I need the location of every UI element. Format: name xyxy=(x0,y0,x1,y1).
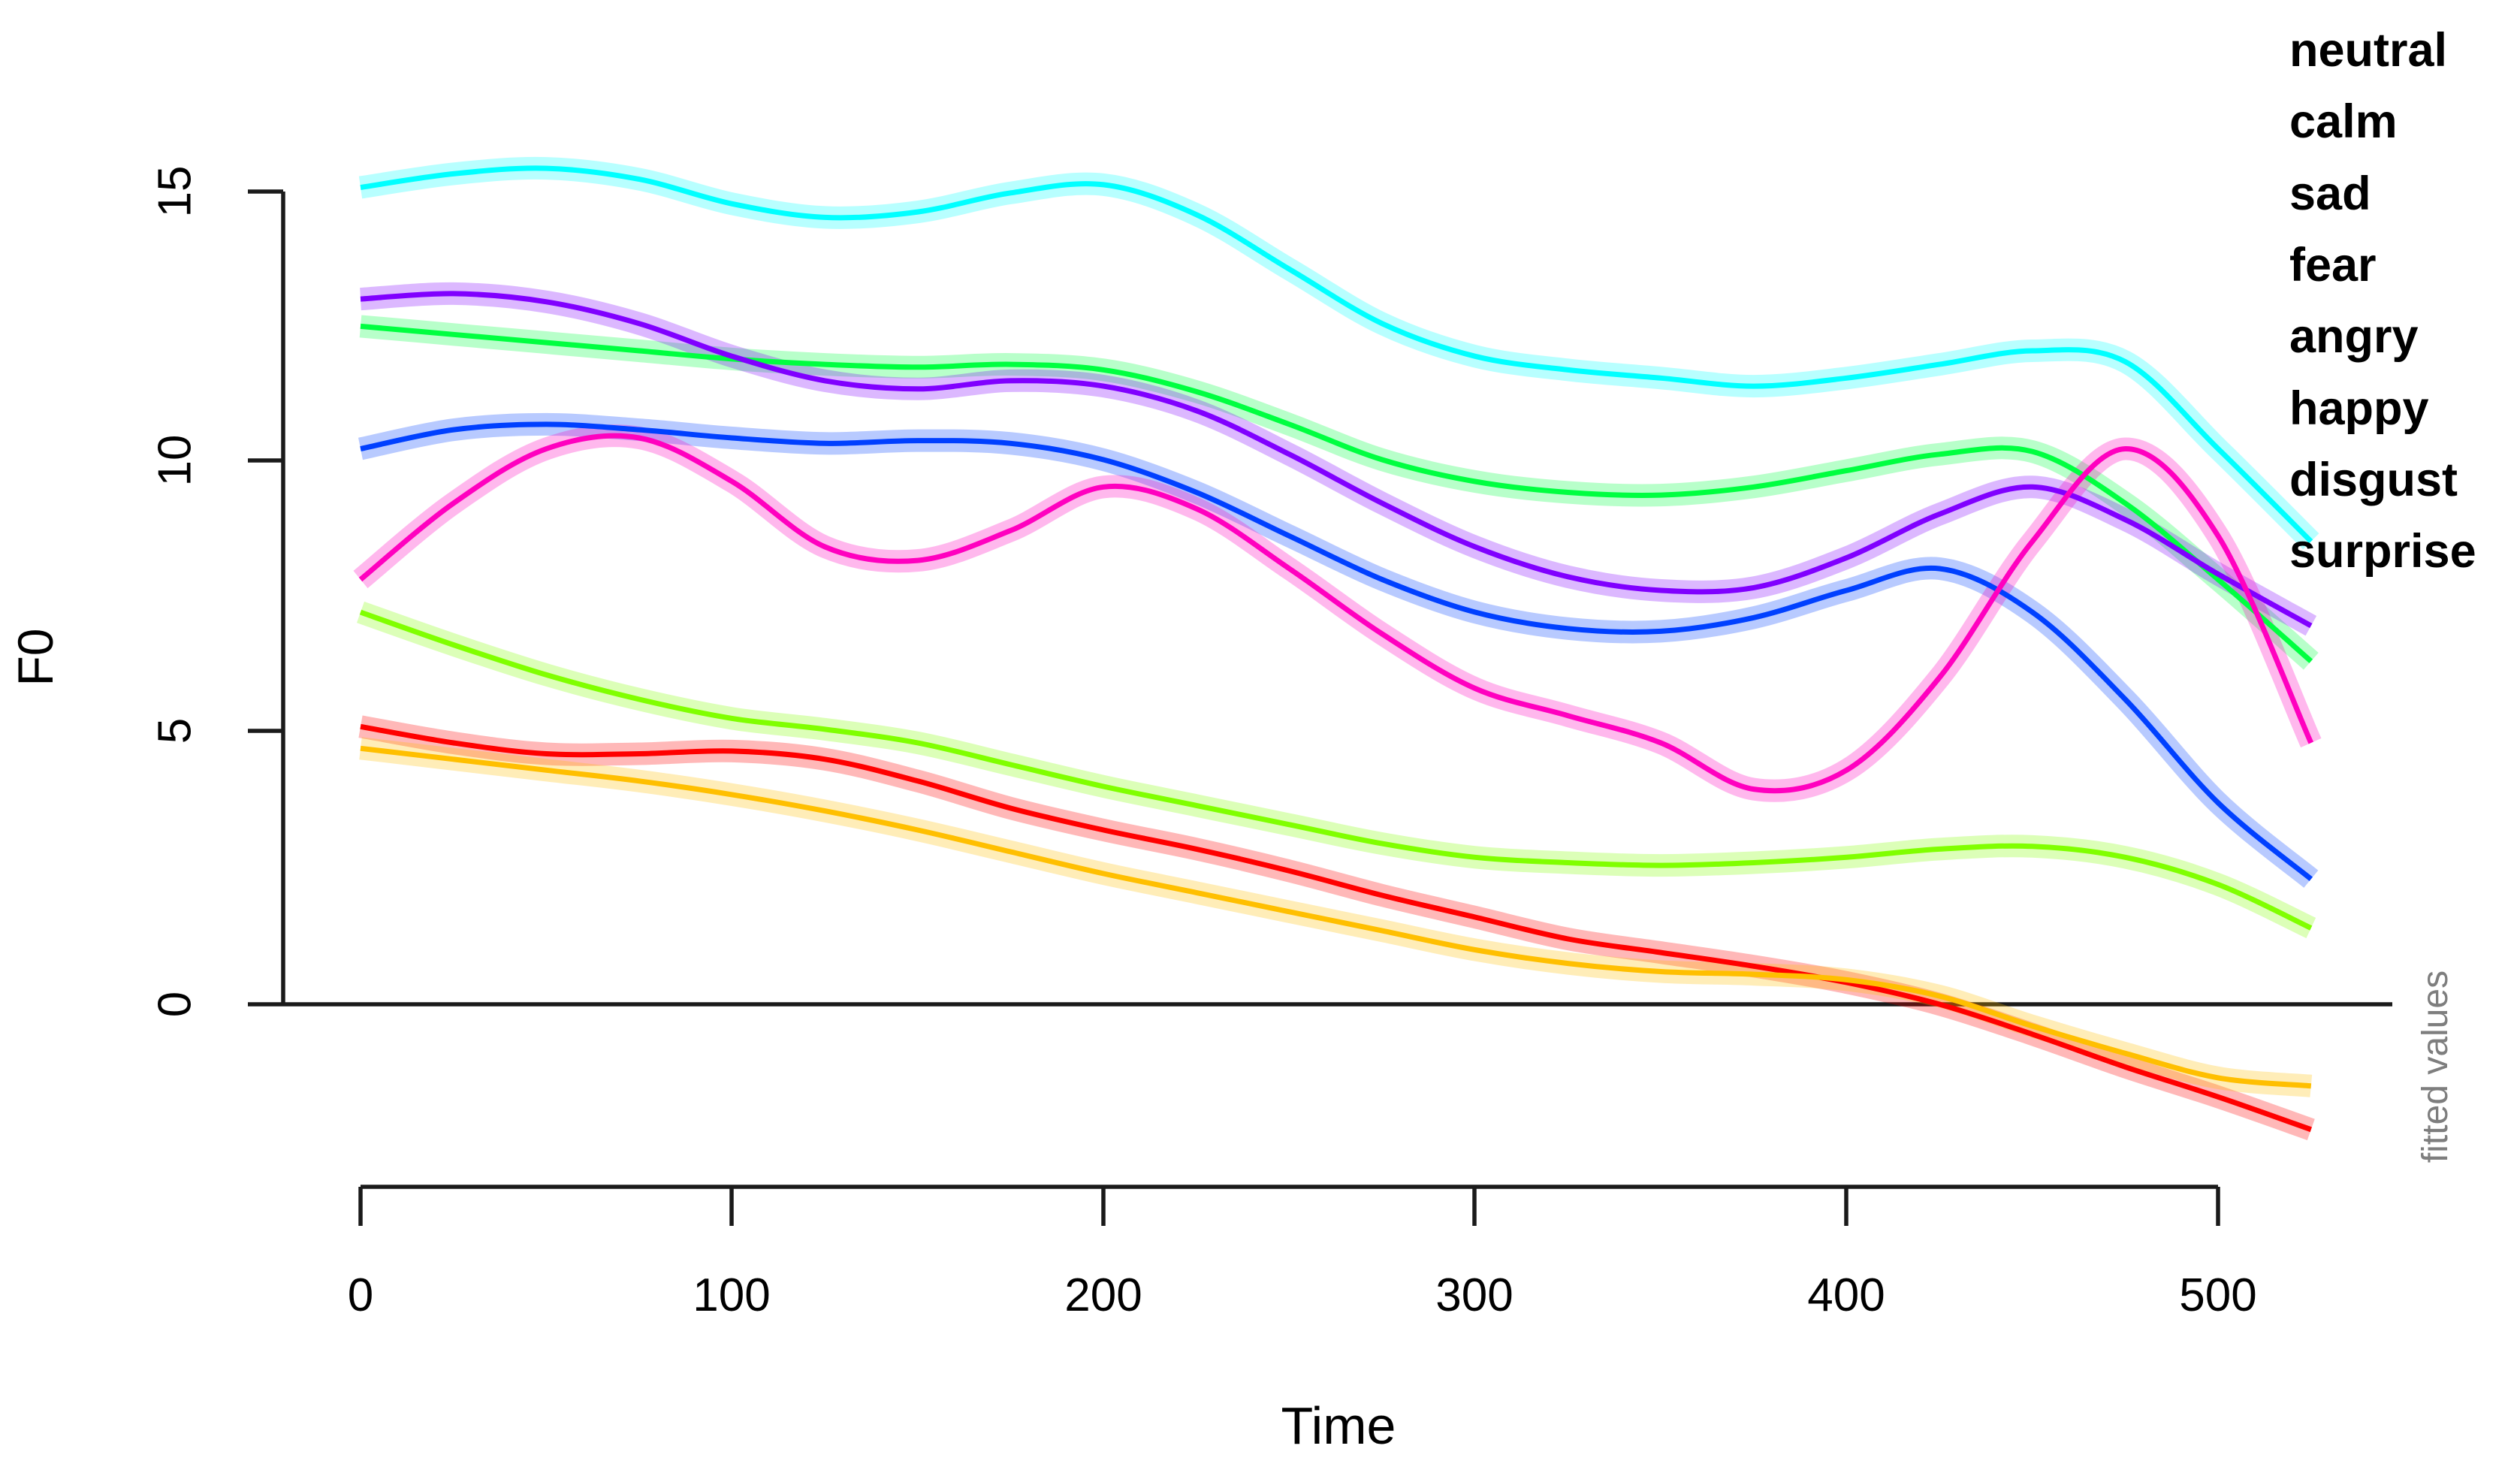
series-line-happy xyxy=(360,421,2313,882)
x-tick-label-500: 500 xyxy=(2179,1269,2256,1321)
legend-item-calm: calm xyxy=(2289,95,2398,148)
legend-item-fear: fear xyxy=(2289,239,2377,291)
series-line-angry xyxy=(360,165,2313,544)
legend-item-neutral: neutral xyxy=(2289,24,2447,77)
x-axis-tick-labels: 0 100 200 300 400 500 xyxy=(348,1269,2257,1321)
y-axis-ticks xyxy=(248,189,283,1007)
x-tick-label-100: 100 xyxy=(693,1269,770,1321)
legend-item-angry: angry xyxy=(2289,310,2419,363)
series-line-calm xyxy=(360,745,2312,1089)
series-line-surprise xyxy=(358,433,2313,794)
y-axis-title: F0 xyxy=(8,628,63,686)
legend-item-disgust: disgust xyxy=(2289,454,2458,506)
x-axis-title: Time xyxy=(1281,1396,1396,1455)
x-tick-label-0: 0 xyxy=(348,1269,373,1321)
series-line-sad xyxy=(359,609,2313,931)
confidence-bands-layer xyxy=(353,156,2322,1140)
series-line-fear xyxy=(360,323,2313,663)
legend-item-sad: sad xyxy=(2289,168,2371,220)
y-tick-label-0: 0 xyxy=(149,992,201,1017)
y-axis-tick-labels: 0 5 10 15 xyxy=(149,166,201,1018)
y-tick-label-5: 5 xyxy=(149,718,201,744)
legend: neutral calm sad fear angry happy disgus… xyxy=(2289,24,2476,578)
x-tick-label-200: 200 xyxy=(1064,1269,1142,1321)
series-line-disgust xyxy=(360,291,2313,629)
series-line-neutral xyxy=(360,723,2312,1133)
x-tick-label-400: 400 xyxy=(1807,1269,1885,1321)
series-lines-layer xyxy=(358,165,2313,1133)
y-tick-label-15: 15 xyxy=(149,166,201,218)
x-tick-label-300: 300 xyxy=(1435,1269,1513,1321)
x-axis-ticks xyxy=(358,1187,2220,1226)
y-tick-label-10: 10 xyxy=(149,435,201,487)
right-axis-label: fitted values xyxy=(2416,970,2455,1163)
legend-item-surprise: surprise xyxy=(2289,525,2476,578)
legend-item-happy: happy xyxy=(2289,382,2429,435)
